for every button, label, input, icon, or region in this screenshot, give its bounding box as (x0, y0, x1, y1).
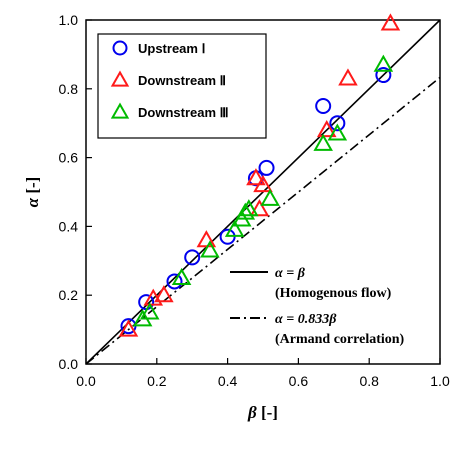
plot-area (85, 19, 441, 365)
data-point (139, 302, 160, 320)
legend-label: Upstream Ⅰ (138, 41, 205, 56)
legend-marker (110, 70, 130, 87)
data-point (184, 249, 201, 266)
legend-label: Downstream Ⅲ (138, 105, 229, 120)
y-tick-label: 0.2 (59, 287, 79, 303)
data-point (315, 98, 332, 114)
series-2 (118, 13, 401, 337)
y-tick-label: 1.0 (59, 12, 79, 28)
line-equation: α = β (275, 266, 306, 281)
data-point (258, 159, 275, 176)
data-point (253, 175, 273, 193)
data-point (313, 133, 333, 151)
y-tick-label: 0.8 (59, 81, 79, 97)
y-tick-label: 0.6 (59, 150, 79, 166)
x-tick-label: 0.6 (289, 373, 309, 389)
data-point (375, 67, 392, 84)
data-point (373, 54, 394, 72)
data-point (224, 219, 245, 237)
data-point (380, 13, 401, 31)
x-tick-label: 0.2 (147, 373, 167, 389)
data-point (338, 68, 358, 86)
line-description: (Homogenous flow) (275, 286, 392, 301)
y-tick-label: 0.4 (59, 218, 79, 234)
x-tick-label: 0.8 (359, 373, 379, 389)
data-point (239, 199, 259, 217)
data-point (200, 240, 220, 258)
data-point (316, 120, 337, 138)
legend: Upstream Ⅰ Downstream Ⅱ Downstream Ⅲ (97, 33, 267, 139)
data-point (166, 273, 183, 290)
data-points (118, 13, 401, 337)
data-point (249, 199, 270, 217)
data-point (246, 168, 266, 186)
data-point (235, 202, 256, 220)
data-point (118, 319, 139, 337)
legend-marker (110, 102, 130, 119)
data-point (329, 115, 346, 132)
y-axis-title: α [-] (23, 177, 42, 208)
data-point (260, 188, 280, 206)
legend-marker (112, 40, 128, 56)
line-description: (Armand correlation) (275, 332, 405, 347)
y-tick-label: 0.0 (59, 356, 79, 372)
data-point (171, 267, 192, 286)
x-tick-label: 0.4 (218, 373, 238, 389)
line-annotations: α = β (Homogenous flow) α = 0.833β (Armand … (230, 266, 405, 347)
series-3 (132, 54, 394, 327)
data-point (327, 123, 348, 141)
data-point (196, 230, 217, 248)
x-tick-label: 1.0 (430, 373, 450, 389)
legend-label: Downstream Ⅱ (138, 73, 226, 88)
x-tick-label: 0.0 (76, 373, 96, 389)
axis-ticks: 0.0 0.2 0.4 0.6 0.8 1.0 0.0 0.2 0.4 0.6 0.8 1.0 (59, 12, 450, 389)
data-point (154, 285, 174, 303)
line-equation: α = 0.833β (275, 312, 337, 327)
x-axis-title: β [-] (247, 403, 278, 422)
